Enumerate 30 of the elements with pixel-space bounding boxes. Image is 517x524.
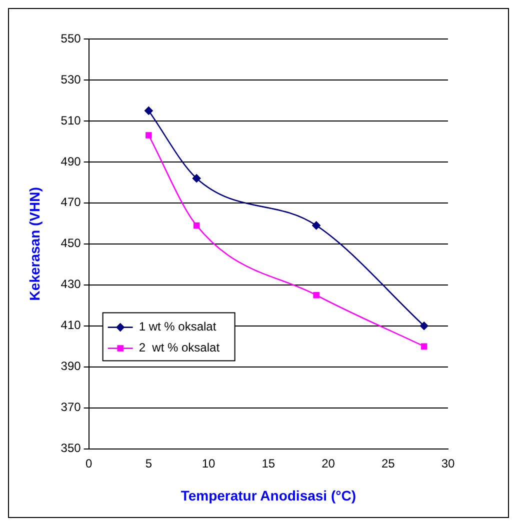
legend-label: 2 wt % oksalat: [138, 340, 220, 355]
x-tick-label: 25: [381, 456, 396, 470]
y-tick-label: 390: [60, 359, 82, 374]
x-tick-label: 20: [322, 456, 336, 470]
y-tick-label: 450: [60, 236, 82, 250]
legend-label: 1 wt % oksalat: [138, 320, 217, 334]
y-tick-label: 530: [60, 72, 82, 86]
point: [193, 222, 200, 229]
point: [146, 132, 152, 138]
point: [192, 174, 201, 182]
y-tick-label: 370: [60, 400, 82, 414]
point: [144, 106, 153, 115]
x-tick-label: 0: [85, 456, 92, 470]
point: [312, 221, 320, 230]
x-tick-label: 30: [441, 456, 455, 470]
y-tick-label: 350: [60, 441, 82, 456]
point: [420, 343, 428, 350]
y-tick-label: 470: [60, 195, 82, 210]
y-tick-label: 550: [60, 31, 82, 46]
x-tick-label: 10: [202, 456, 216, 470]
y-tick-label: 430: [60, 277, 82, 292]
x-tick-label: 5: [145, 456, 152, 470]
y-tick-label: 410: [60, 318, 82, 332]
y-tick-label: 510: [60, 113, 82, 128]
x-axis-title: Temperatur Anodisasi (°C): [180, 487, 356, 504]
point: [313, 292, 320, 298]
point: [420, 322, 428, 330]
y-tick-label: 490: [60, 154, 82, 168]
y-axis-title: Kekerasan (VHN): [26, 187, 42, 301]
x-tick-label: 15: [262, 456, 276, 470]
